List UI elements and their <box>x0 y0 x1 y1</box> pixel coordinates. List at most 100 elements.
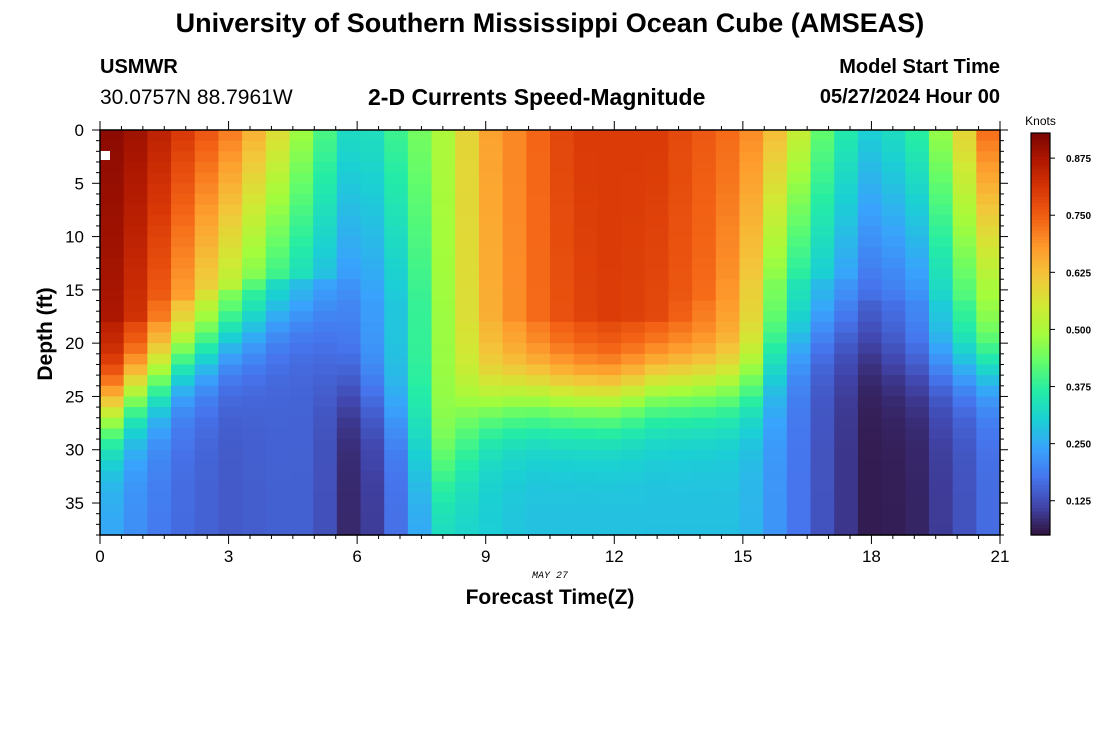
heatmap-cell <box>502 332 527 344</box>
heatmap-cell <box>810 172 835 184</box>
heatmap-cell <box>384 204 409 216</box>
heatmap-cell <box>715 481 741 493</box>
heatmap-cell <box>668 311 693 323</box>
colorbar-segment <box>1031 521 1050 526</box>
heatmap-cell <box>336 193 362 206</box>
heatmap-cell <box>384 449 409 461</box>
heatmap-cell <box>928 183 954 195</box>
heatmap-cell <box>810 151 835 163</box>
colorbar-segment <box>1031 344 1050 348</box>
heatmap-cell <box>431 353 456 366</box>
colorbar-segment <box>1031 189 1050 194</box>
heatmap-cell <box>621 300 646 312</box>
heatmap-cell <box>857 343 883 355</box>
colorbar-segment <box>1031 471 1050 476</box>
heatmap-cell <box>810 215 835 227</box>
heatmap-cell <box>171 513 196 525</box>
heatmap-cell <box>621 151 646 163</box>
heatmap-cell <box>123 385 148 398</box>
heatmap-cell <box>597 353 622 366</box>
heatmap-cell <box>242 385 267 398</box>
heatmap-cell <box>431 385 456 398</box>
heatmap-cell <box>407 289 433 302</box>
heatmap-cell <box>526 481 551 493</box>
heatmap-cell <box>360 364 385 376</box>
heatmap-cell <box>123 428 148 440</box>
heatmap-cell <box>715 151 741 163</box>
heatmap-cell <box>739 311 764 323</box>
heatmap-cell <box>336 332 362 344</box>
heatmap-cell <box>905 449 930 461</box>
heatmap-cell <box>928 268 954 280</box>
heatmap-cell <box>265 311 291 323</box>
heatmap-cell <box>313 193 338 206</box>
heatmap-cell <box>905 417 930 430</box>
heatmap-cell <box>218 161 243 174</box>
heatmap-cell <box>668 385 693 398</box>
heatmap-cell <box>692 428 717 440</box>
heatmap-cell <box>171 385 196 398</box>
heatmap-cell <box>928 161 954 174</box>
colorbar-segment <box>1031 401 1050 405</box>
heatmap-cell <box>644 321 670 334</box>
colorbar-segment <box>1031 411 1050 415</box>
heatmap-cell <box>715 503 741 515</box>
heatmap-cell <box>857 140 883 152</box>
colorbar-segment <box>1031 236 1050 241</box>
heatmap-cell <box>431 279 456 291</box>
heatmap-cell <box>407 215 433 227</box>
heatmap-cell <box>692 375 717 387</box>
heatmap-cell <box>739 225 764 238</box>
heatmap-cell <box>526 130 551 142</box>
heatmap-cell <box>455 524 480 536</box>
heatmap-cell <box>881 353 906 366</box>
heatmap-cell <box>407 417 433 430</box>
colorbar-segment <box>1031 404 1050 409</box>
heatmap-cell <box>502 247 527 259</box>
heatmap-cell <box>218 396 243 408</box>
colorbar-segment <box>1031 350 1050 355</box>
heatmap-cell <box>431 172 456 184</box>
heatmap-cell <box>644 151 670 163</box>
heatmap-cell <box>360 449 385 461</box>
heatmap-cell <box>123 396 148 408</box>
heatmap-cell <box>573 503 598 515</box>
heatmap-cell <box>218 193 243 206</box>
colorbar-segment <box>1031 511 1050 516</box>
heatmap-cell <box>123 481 148 493</box>
heatmap-cell <box>597 524 622 536</box>
heatmap-cell <box>289 524 314 536</box>
heatmap-cell <box>834 289 859 302</box>
heatmap-cell <box>834 311 859 323</box>
heatmap-cell <box>526 524 551 536</box>
heatmap-cell <box>123 513 148 525</box>
heatmap-cell <box>597 460 622 472</box>
heatmap-cell <box>952 492 977 504</box>
heatmap-cell <box>597 247 622 259</box>
heatmap-cell <box>431 236 456 248</box>
heatmap-cell <box>478 364 504 376</box>
heatmap-cell <box>810 481 835 493</box>
heatmap-cell <box>218 289 243 302</box>
heatmap-cell <box>502 300 527 312</box>
heatmap-cell <box>668 396 693 408</box>
heatmap-cell <box>431 513 456 525</box>
heatmap-cell <box>478 140 504 152</box>
heatmap-cell <box>763 247 788 259</box>
heatmap-cell <box>905 236 930 248</box>
heatmap-cell <box>502 481 527 493</box>
heatmap-cell <box>810 471 835 483</box>
heatmap-cell <box>976 300 1001 312</box>
heatmap-cell <box>952 311 977 323</box>
heatmap-cell <box>478 353 504 366</box>
heatmap-cell <box>478 439 504 451</box>
heatmap-cell <box>526 247 551 259</box>
heatmap-cell <box>668 492 693 504</box>
heatmap-cell <box>147 151 172 163</box>
heatmap-cell <box>123 300 148 312</box>
heatmap-cell <box>218 524 243 536</box>
heatmap-cell <box>455 513 480 525</box>
heatmap-cell <box>526 300 551 312</box>
heatmap-cell <box>810 225 835 238</box>
heatmap-cell <box>123 524 148 536</box>
